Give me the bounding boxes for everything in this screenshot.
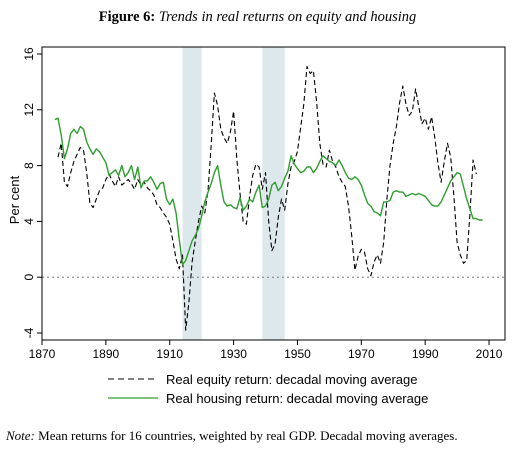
x-tick-label: 1890 — [93, 347, 120, 361]
x-tick-label: 1870 — [29, 347, 56, 361]
y-tick-label: 4 — [22, 218, 36, 225]
x-tick-label: 1930 — [220, 347, 247, 361]
x-tick-label: 1950 — [284, 347, 311, 361]
x-tick-label: 1910 — [156, 347, 183, 361]
legend-label-housing: Real housing return: decadal moving aver… — [166, 391, 428, 406]
y-tick-label: -4 — [22, 327, 36, 338]
figure-title: Trends in real returns on equity and hou… — [158, 9, 417, 25]
y-tick-label: 0 — [22, 274, 36, 281]
x-tick-label: 1970 — [348, 347, 375, 361]
y-tick-label: 8 — [22, 162, 36, 169]
series-line-equity — [57, 65, 477, 331]
y-tick-label: 12 — [22, 103, 36, 117]
shaded-period-1 — [262, 47, 285, 340]
line-chart: 1870 1890 1910 1930 1950 1970 1990 2010 -4 0 4 8 12… — [7, 46, 506, 406]
shaded-period-0 — [182, 47, 202, 340]
shaded-periods — [182, 47, 285, 340]
note-text: Mean returns for 16 countries, weighted … — [34, 428, 458, 443]
y-axis-label: Per cent — [7, 175, 22, 224]
x-tick-label: 2010 — [476, 347, 503, 361]
figure-caption: Figure 6: Trends in real returns on equi… — [0, 9, 515, 26]
legend-label-equity: Real equity return: decadal moving avera… — [166, 372, 417, 387]
x-tick-label: 1990 — [412, 347, 439, 361]
y-axis: -4 0 4 8 12 16 — [22, 47, 42, 338]
x-axis: 1870 1890 1910 1930 1950 1970 1990 2010 — [29, 340, 503, 361]
y-tick-label: 16 — [22, 47, 36, 61]
series-lines — [54, 65, 483, 331]
series-line-housing — [54, 117, 483, 266]
plot-area-frame — [41, 46, 506, 341]
legend: Real equity return: decadal moving avera… — [108, 372, 428, 406]
figure-note: Note: Mean returns for 16 countries, wei… — [6, 428, 511, 444]
figure-label: Figure 6: — [98, 9, 156, 25]
note-label: Note: — [6, 428, 35, 443]
